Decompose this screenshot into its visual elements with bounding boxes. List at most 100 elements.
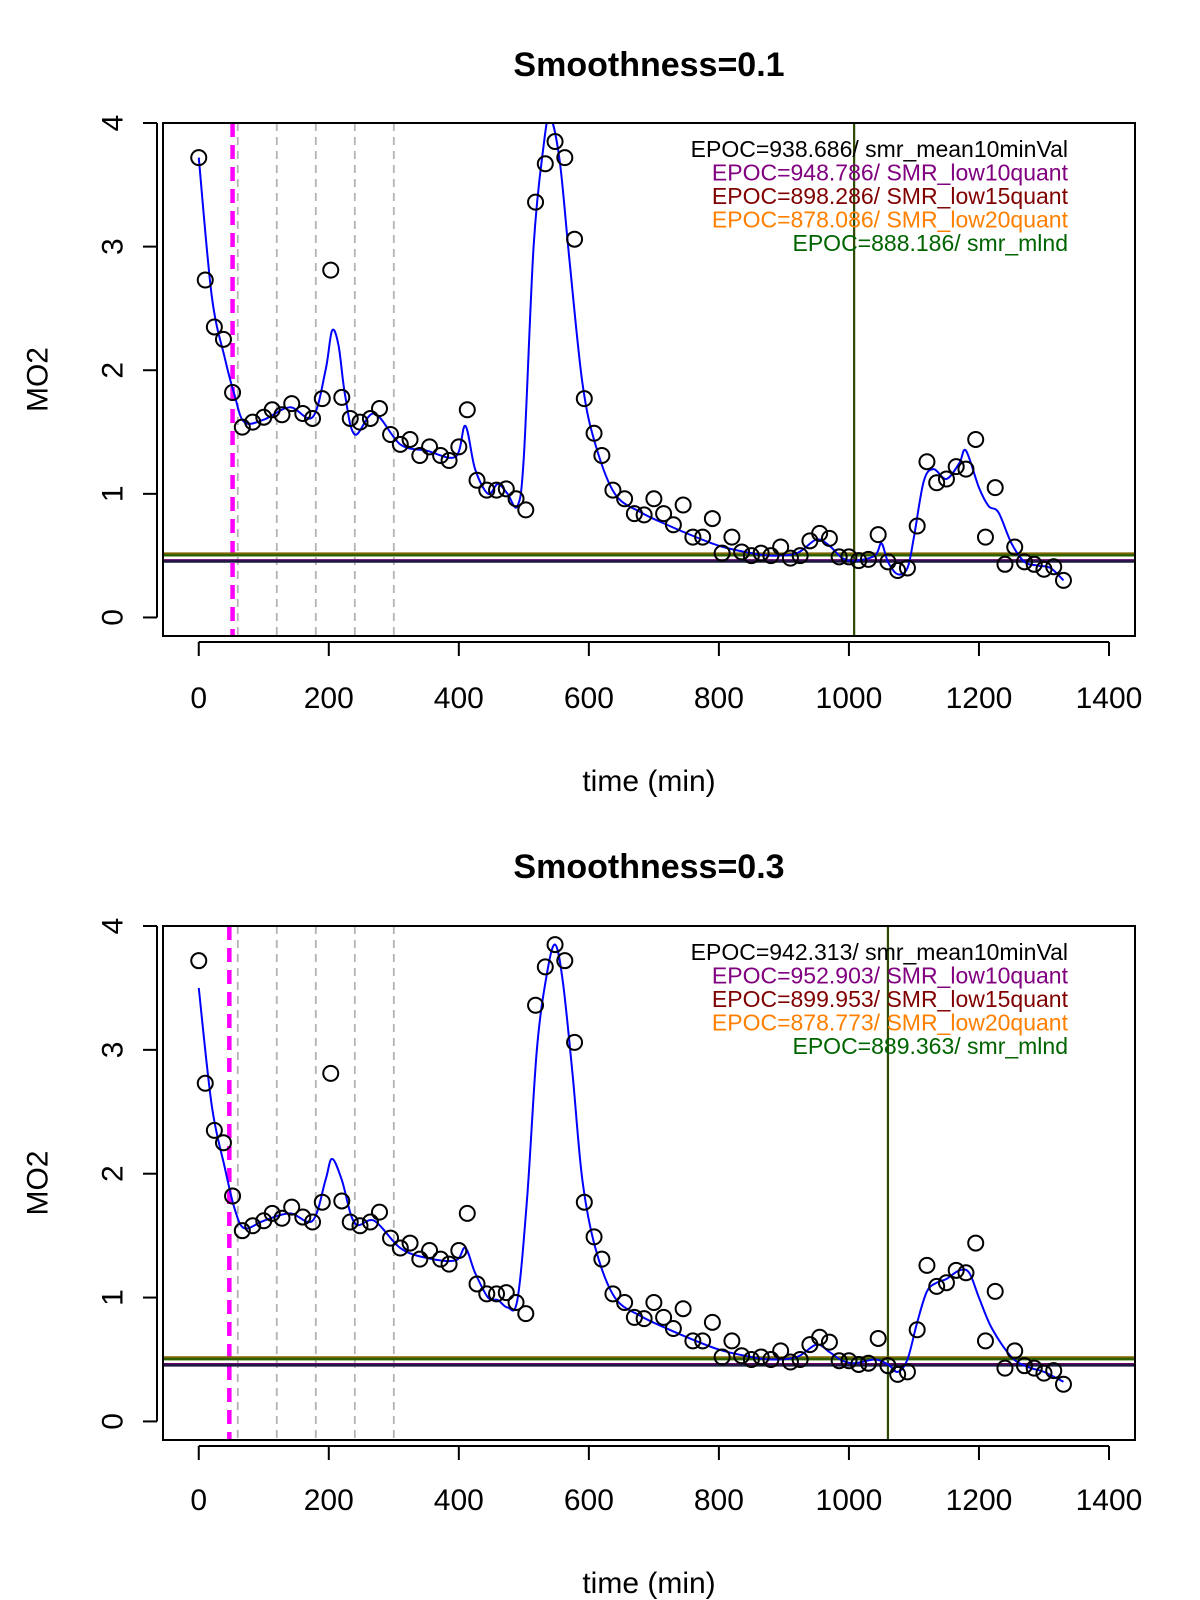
data-point: [1006, 538, 1024, 556]
epoc-annotation: EPOC=948.786/ SMR_low10quant: [712, 160, 1069, 186]
data-point: [468, 1275, 486, 1293]
x-tick-label: 800: [694, 682, 744, 715]
data-point: [752, 1348, 770, 1366]
plot-area: [163, 123, 1135, 636]
data-point: [488, 481, 506, 499]
data-point: [1025, 1359, 1043, 1377]
data-point: [655, 505, 673, 523]
epoc-annotations: EPOC=942.313/ smr_mean10minValEPOC=952.9…: [691, 939, 1069, 1059]
data-point: [781, 1353, 799, 1371]
data-point: [625, 1308, 643, 1326]
data-point: [1035, 560, 1053, 578]
data-point: [879, 1357, 897, 1375]
x-tick-label: 400: [434, 682, 484, 715]
data-point: [536, 155, 554, 173]
data-point: [616, 1294, 634, 1312]
data-point: [674, 496, 692, 514]
data-point: [517, 501, 535, 519]
data-point: [830, 548, 848, 566]
data-point: [273, 406, 291, 424]
data-point: [1054, 1375, 1072, 1393]
data-point: [1054, 571, 1072, 589]
data-point: [869, 1329, 887, 1347]
x-tick-label: 0: [190, 1484, 207, 1517]
data-point: [478, 1285, 496, 1303]
data-point: [957, 460, 975, 478]
data-point: [432, 1250, 450, 1268]
data-point: [713, 1348, 731, 1366]
data-point: [604, 481, 622, 499]
data-point: [283, 1198, 301, 1216]
data-point: [382, 426, 400, 444]
data-point: [351, 413, 369, 431]
data-point: [996, 1359, 1014, 1377]
data-point: [1006, 1342, 1024, 1360]
data-point: [1045, 558, 1063, 576]
data-point: [918, 453, 936, 471]
data-point: [840, 1352, 858, 1370]
epoc-annotation: EPOC=899.953/ SMR_low15quant: [712, 986, 1069, 1012]
data-point: [898, 559, 916, 577]
y-tick-label: 4: [97, 115, 130, 132]
data-point: [811, 1328, 829, 1346]
data-point: [263, 1204, 281, 1222]
data-point: [440, 1255, 458, 1273]
data-point: [322, 1064, 340, 1082]
data-point: [937, 1274, 955, 1292]
data-point: [947, 458, 965, 476]
data-point: [478, 481, 496, 499]
data-point: [976, 528, 994, 546]
data-point: [333, 388, 351, 406]
epoc-annotation: EPOC=942.313/ smr_mean10minVal: [691, 939, 1068, 965]
y-tick-label: 3: [97, 1042, 130, 1059]
data-point: [733, 1347, 751, 1365]
data-point: [361, 409, 379, 427]
data-point: [772, 1342, 790, 1360]
data-point: [869, 526, 887, 544]
data-point: [507, 1294, 525, 1312]
data-point: [820, 529, 838, 547]
data-point: [723, 528, 741, 546]
data-point: [898, 1363, 916, 1381]
y-tick-label: 0: [97, 1413, 130, 1430]
data-point: [1035, 1364, 1053, 1382]
data-point: [263, 401, 281, 419]
epoc-annotation: EPOC=889.363/ smr_mlnd: [793, 1033, 1069, 1059]
data-point: [214, 330, 232, 348]
data-point: [1015, 553, 1033, 571]
epoc-annotation: EPOC=952.903/ SMR_low10quant: [712, 963, 1069, 989]
data-point: [205, 318, 223, 336]
epoc-annotation: EPOC=898.286/ SMR_low15quant: [712, 183, 1069, 209]
data-point: [488, 1285, 506, 1303]
data-point: [333, 1192, 351, 1210]
data-point: [294, 404, 312, 422]
data-point: [850, 552, 868, 570]
data-point: [205, 1121, 223, 1139]
y-tick-label: 1: [97, 1289, 130, 1306]
data-point: [684, 528, 702, 546]
data-point: [967, 1234, 985, 1252]
epoc-annotation: EPOC=888.186/ smr_mlnd: [793, 230, 1069, 256]
data-point: [791, 547, 809, 565]
data-point: [1045, 1362, 1063, 1380]
x-tick-label: 1400: [1076, 682, 1143, 715]
data-point: [273, 1209, 291, 1227]
data-point: [371, 1203, 389, 1221]
data-point: [840, 548, 858, 566]
data-point: [593, 447, 611, 465]
epoc-annotation: EPOC=878.086/ SMR_low20quant: [712, 207, 1069, 233]
data-point: [645, 490, 663, 508]
data-point: [497, 1284, 515, 1302]
data-point: [967, 430, 985, 448]
data-point: [351, 1217, 369, 1235]
data-point: [244, 413, 262, 431]
data-point: [440, 451, 458, 469]
y-tick-label: 3: [97, 238, 130, 255]
data-point: [674, 1300, 692, 1318]
data-point: [517, 1305, 535, 1323]
data-point: [908, 1321, 926, 1339]
data-point: [655, 1308, 673, 1326]
data-point: [664, 516, 682, 534]
plot-frame: [162, 925, 1136, 1441]
x-axis: 0 200 400 600 800 1000 1200 1400: [190, 1445, 1142, 1517]
